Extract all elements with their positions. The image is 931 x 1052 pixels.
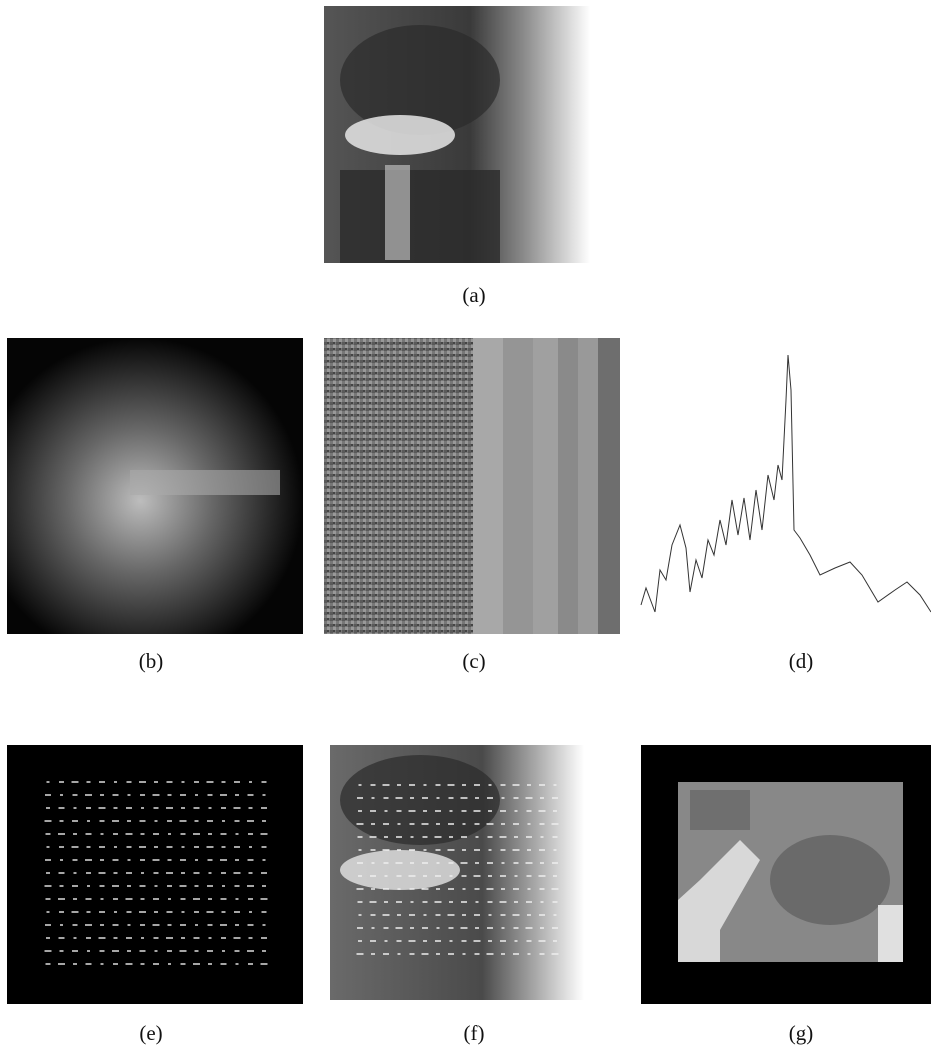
highlight bbox=[385, 165, 410, 260]
panel-e: (e) bbox=[7, 745, 303, 1045]
page: {"panels": [ {"caption": "(a)"}, {"capti… bbox=[0, 0, 931, 1052]
stripe bbox=[598, 338, 620, 634]
flowers bbox=[340, 850, 460, 890]
segment bbox=[690, 790, 750, 830]
caption: (c) bbox=[462, 649, 485, 673]
caption: (a) bbox=[462, 283, 485, 307]
segment bbox=[878, 905, 903, 962]
caption: (b) bbox=[139, 649, 164, 673]
panel-f: (f) bbox=[330, 745, 584, 1045]
spectrum-curve bbox=[641, 355, 931, 612]
caption: (f) bbox=[464, 1021, 485, 1045]
streak bbox=[130, 470, 280, 495]
pot bbox=[340, 170, 500, 263]
stripe bbox=[578, 338, 598, 634]
stripe bbox=[558, 338, 578, 634]
flowers bbox=[345, 115, 455, 155]
stripe bbox=[473, 338, 503, 634]
page-body: (a) (b) (c) (d) (e) (f) bbox=[0, 0, 931, 1052]
panel-b: (b) bbox=[7, 338, 303, 673]
foliage bbox=[340, 755, 500, 845]
stripe bbox=[533, 338, 558, 634]
panel-a: (a) bbox=[324, 6, 590, 307]
segment bbox=[770, 835, 890, 925]
image bbox=[7, 745, 303, 1004]
caption: (e) bbox=[139, 1021, 162, 1045]
panel-d: (d) bbox=[641, 355, 931, 673]
caption: (g) bbox=[789, 1021, 814, 1045]
caption: (d) bbox=[789, 649, 814, 673]
panel-g: (g) bbox=[641, 745, 931, 1045]
panel-c: (c) bbox=[324, 338, 620, 673]
noise-region bbox=[324, 338, 473, 634]
stripe bbox=[503, 338, 533, 634]
figure: (a) (b) (c) (d) (e) (f) bbox=[0, 0, 931, 1052]
